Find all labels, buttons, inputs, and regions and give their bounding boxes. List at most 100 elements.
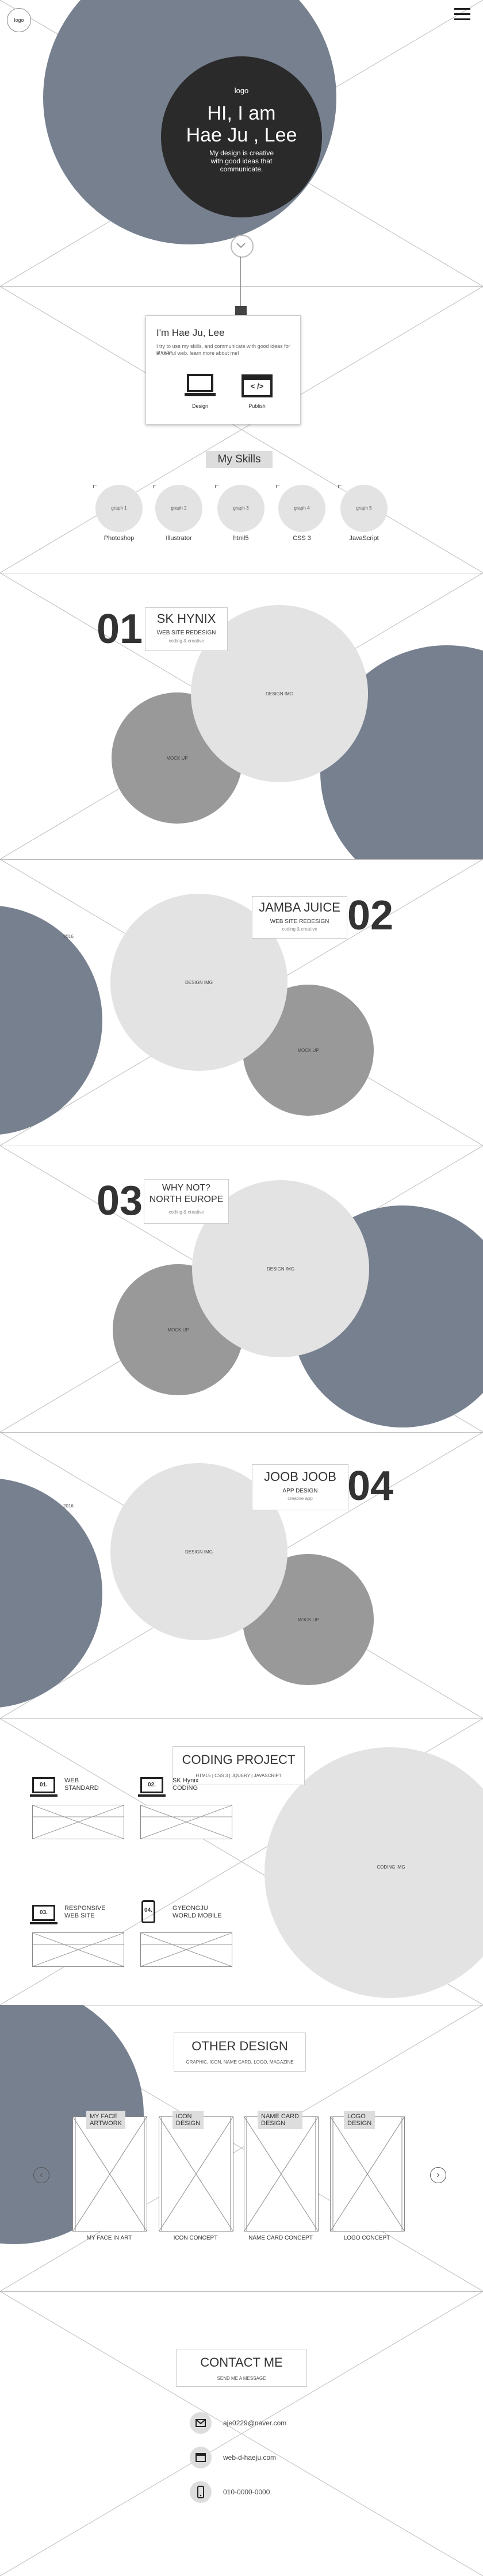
project-03-card[interactable]: WHY NOT? NORTH EUROPE coding & creative (144, 1179, 229, 1224)
project-01-title: SK HYNIX (156, 611, 216, 626)
contact-web-row[interactable]: web-d-haeju.com (190, 2447, 339, 2470)
chip-line-1: MY FACE (90, 2113, 118, 2120)
contact-email-row[interactable]: aje0229@naver.com (190, 2412, 339, 2435)
skill-marker (153, 485, 156, 488)
chip-line-2: DESIGN (261, 2120, 286, 2127)
mail-icon (190, 2412, 212, 2434)
skill-marker (338, 485, 342, 488)
coding-item-thumbnail[interactable] (140, 1932, 232, 1967)
project-04-title: JOOB JOOB (264, 1469, 336, 1484)
contact-email: aje0229@naver.com (223, 2419, 287, 2427)
contact-title-card: CONTACT ME SEND ME A MESSAGE (176, 2349, 307, 2387)
contact-subtitle: SEND ME A MESSAGE (217, 2376, 266, 2381)
project-01-card[interactable]: SK HYNIX WEB SITE REDESIGN coding & crea… (145, 607, 228, 651)
coding-img[interactable] (264, 1747, 483, 1998)
project-03-section: MOCK UP DESIGN IMG 03 WHY NOT? NORTH EUR… (0, 1146, 483, 1433)
coding-item-thumbnail[interactable] (32, 1805, 124, 1839)
next-button[interactable]: › (430, 2167, 446, 2183)
project-04-mock-label: MOCK UP (297, 1617, 319, 1622)
other-design-label: ICON CONCEPT (173, 2235, 218, 2241)
project-04-meta: creative app (288, 1496, 313, 1501)
skill-graph-label: graph 1 (111, 506, 127, 511)
skills-title: My Skills (206, 451, 273, 468)
hero-tagline-2: with good ideas that (210, 157, 273, 166)
hero-tagline-1: My design is creative (209, 149, 274, 158)
about-title: I'm Hae Ju, Lee (156, 327, 225, 338)
chip-line-1: NAME CARD (261, 2113, 300, 2120)
contact-web: web-d-haeju.com (223, 2453, 277, 2462)
coding-item-label-1: RESPONSIVE (64, 1905, 106, 1912)
project-03-design-label: DESIGN IMG (266, 1266, 294, 1272)
other-design-card[interactable] (330, 2116, 405, 2231)
device-base (30, 1922, 57, 1924)
other-subtitle: GRAPHIC, ICON, NAME CARD, LOGO, MAGAZINE (186, 2060, 294, 2065)
other-design-card[interactable] (72, 2116, 147, 2231)
corner-logo[interactable]: logo (7, 8, 31, 32)
coding-item-label-1: WEB (64, 1777, 79, 1784)
about-card: I'm Hae Ju, Lee I try to use my skills, … (145, 315, 301, 424)
coding-section: CODING IMG CODING PROJECT HTML5 | CSS 3 … (0, 1718, 483, 2005)
publish-glyph: < /> (250, 382, 264, 391)
contact-phone: 010-0000-0000 (223, 2488, 270, 2496)
skill-graph: graph 4 (278, 485, 325, 532)
coding-item-label-2: CODING (172, 1785, 198, 1792)
skill-graph-label: graph 2 (171, 506, 187, 511)
chevron-down-icon (236, 243, 246, 248)
coding-title-card: CODING PROJECT HTML5 | CSS 3 | JQUERY | … (172, 1746, 305, 1785)
hero-name: Hae Ju , Lee (186, 124, 297, 147)
code-window-icon: < /> (241, 374, 273, 397)
project-02-subtitle: WEB SITE REDESIGN (270, 918, 329, 925)
scroll-down-button[interactable] (231, 235, 254, 258)
skill-marker (215, 485, 218, 488)
about-text-1: I try to use my skills, and communicate … (156, 343, 290, 355)
hamburger-icon[interactable] (454, 8, 470, 21)
other-design-chip: NAME CARD DESIGN (258, 2111, 303, 2130)
contact-section: CONTACT ME SEND ME A MESSAGE aje0229@nav… (0, 2291, 483, 2576)
project-04-card[interactable]: JOOB JOOB APP DESIGN creative app (252, 1464, 348, 1510)
devices-icon: 03. (32, 1905, 55, 1921)
coding-item-label-2: STANDARD (64, 1785, 99, 1792)
project-01-mock-label: MOCK UP (166, 756, 188, 761)
project-02-side-note: 2016 (63, 934, 74, 939)
mobile-icon: 04. (141, 1900, 155, 1923)
hero-text: logo HI, I am Hae Ju , Lee My design is … (161, 86, 322, 173)
chip-line-1: ICON (176, 2113, 192, 2120)
placeholder-cross (0, 2291, 483, 2576)
contact-phone-row[interactable]: 010-0000-0000 (190, 2481, 339, 2504)
coding-item-label-2: WEB SITE (64, 1912, 95, 1919)
monitor-icon: 01. (32, 1777, 55, 1793)
project-01-number: 01 (97, 606, 143, 652)
chip-line-2: DESIGN (176, 2120, 201, 2127)
placeholder-cross (244, 2117, 318, 2231)
prev-button[interactable]: ‹ (33, 2167, 49, 2183)
placeholder-cross (331, 2117, 404, 2231)
other-design-card[interactable] (159, 2116, 233, 2231)
project-02-card[interactable]: JAMBA JUICE WEB SITE REDESIGN coding & c… (252, 896, 347, 939)
other-title: OTHER DESIGN (191, 2039, 288, 2053)
skill-label: JavaScript (349, 535, 379, 542)
coding-item-thumbnail[interactable] (140, 1805, 232, 1839)
coding-item-thumbnail[interactable] (32, 1932, 124, 1967)
hero-intro-circle (161, 56, 322, 217)
project-04-number: 04 (347, 1463, 394, 1509)
connector-marker (235, 306, 247, 315)
project-02-mock-label: MOCK UP (297, 1048, 319, 1053)
coding-item-number: 04. (144, 1907, 152, 1913)
placeholder-cross (73, 2117, 147, 2231)
other-design-card[interactable] (244, 2116, 319, 2231)
design-label: Design (191, 403, 208, 409)
chevron-right-icon: › (436, 2170, 440, 2180)
hero-section: logo HI, I am Hae Ju , Lee My design is … (0, 0, 483, 287)
other-design-label: NAME CARD CONCEPT (248, 2235, 313, 2241)
contact-title: CONTACT ME (200, 2355, 283, 2370)
hero-greeting: HI, I am (207, 102, 276, 124)
project-04-side-note: 2016 (63, 1503, 74, 1509)
project-02-number: 02 (347, 893, 394, 939)
coding-item-label-1: SK Hynix (172, 1777, 199, 1784)
skill-graph: graph 1 (95, 485, 143, 532)
coding-subtitle: HTML5 | CSS 3 | JQUERY | JAVASCRIPT (195, 1773, 282, 1778)
monitor-icon: 02. (140, 1777, 163, 1793)
project-03-mock-label: MOCK UP (167, 1327, 189, 1333)
skill-graph-label: graph 3 (233, 506, 249, 511)
placeholder-cross (33, 1805, 124, 1839)
